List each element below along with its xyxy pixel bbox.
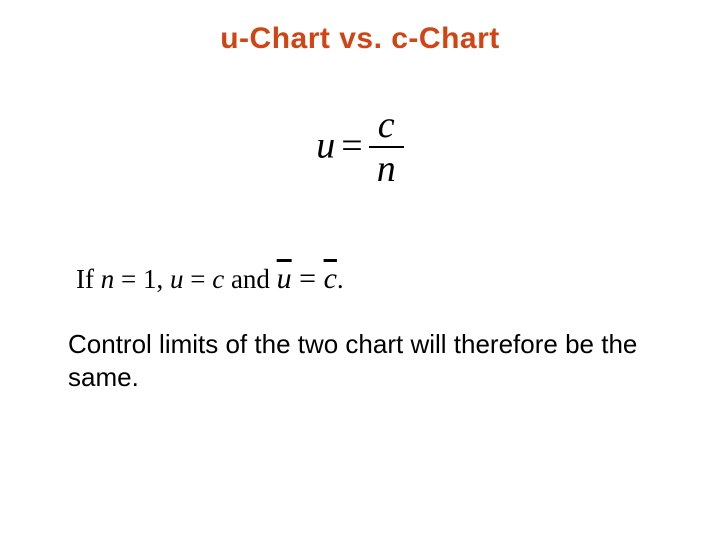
cond-prefix: If: [76, 264, 101, 294]
cond-c: c: [212, 264, 224, 294]
cond-eqsign: =: [292, 262, 324, 295]
main-formula: u=cn: [0, 108, 720, 190]
cond-ubar-eq-cbar: u = c: [277, 262, 337, 295]
formula-fraction: cn: [369, 106, 404, 188]
cond-and: and: [224, 264, 276, 294]
cond-u: u: [170, 264, 184, 294]
cond-eq2: =: [183, 264, 212, 294]
slide: u-Chart vs. c-Chart u=cn If n = 1, u = c…: [0, 0, 720, 540]
formula-denominator: n: [369, 148, 404, 188]
cond-eq1: = 1,: [114, 264, 170, 294]
slide-title: u-Chart vs. c-Chart: [0, 22, 720, 56]
formula-eq: =: [335, 125, 368, 167]
cond-n: n: [101, 264, 115, 294]
cond-cbar: c: [324, 262, 337, 295]
cond-ubar: u: [277, 262, 292, 295]
conclusion-text: Control limits of the two chart will the…: [68, 328, 658, 393]
formula-lhs: u: [316, 125, 335, 167]
condition-line: If n = 1, u = c and u = c.: [76, 262, 344, 296]
cond-period: .: [337, 264, 344, 294]
formula-numerator: c: [369, 106, 404, 148]
